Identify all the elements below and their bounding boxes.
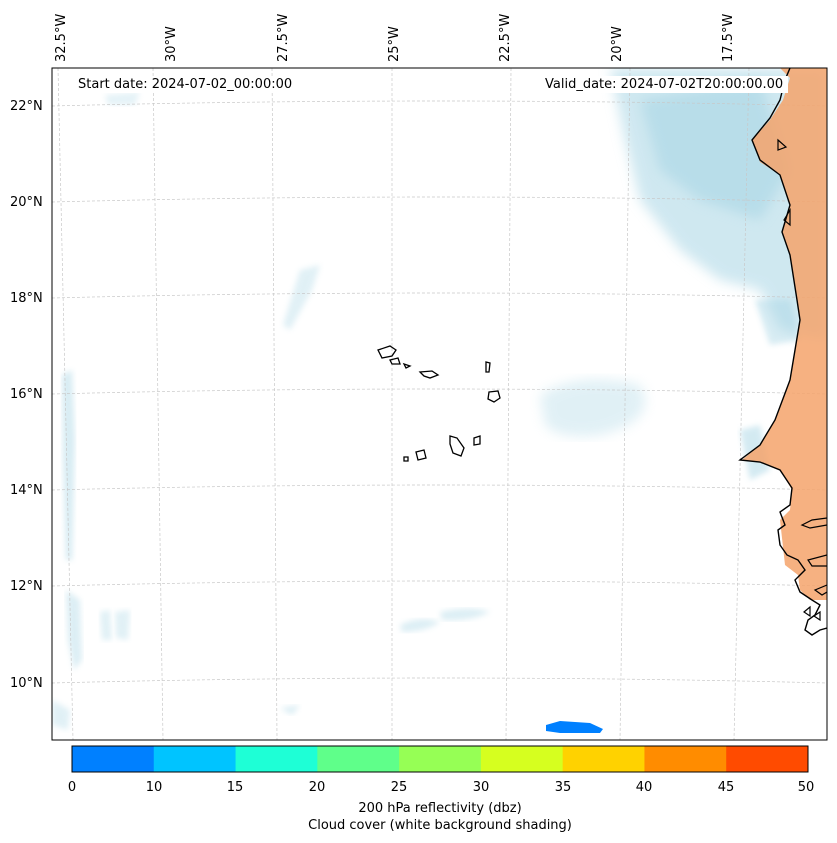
meridian-line — [271, 68, 278, 740]
lat-label-18n: 18°N — [10, 291, 43, 306]
african-coast-land — [742, 68, 827, 600]
lon-label-20w: 20°W — [610, 26, 625, 62]
colorbar-tick: 30 — [472, 780, 490, 795]
cape-verde-islands — [377, 345, 501, 462]
lon-label-25w: 25°W — [387, 26, 402, 62]
colorbar-segment — [644, 746, 727, 772]
parallel-line — [52, 580, 827, 587]
parallel-line — [52, 100, 827, 107]
colorbar-tick: 25 — [390, 780, 408, 795]
lon-label-22-5w: 22.5°W — [498, 13, 513, 62]
lon-label-30w: 30°W — [164, 26, 179, 62]
colorbar-tick: 50 — [797, 780, 815, 795]
lat-label-20n: 20°N — [10, 195, 43, 210]
colorbar-segment — [72, 746, 155, 772]
lon-label-32-5w: 32.5°W — [54, 13, 69, 62]
lat-label-16n: 16°N — [10, 387, 43, 402]
lon-label-27-5w: 27.5°W — [276, 13, 291, 62]
valid-date-label: Valid_date: 2024-07-02T20:00:00.00 — [540, 76, 789, 93]
meridian-line — [152, 68, 164, 740]
cloud-cover-shading — [52, 68, 827, 730]
parallel-line — [52, 388, 827, 395]
colorbar-tick: 20 — [308, 780, 326, 795]
parallel-line — [52, 484, 827, 491]
lat-label-22n: 22°N — [10, 99, 43, 114]
map-frame — [51, 67, 828, 741]
colorbar-sublabel: Cloud cover (white background shading) — [308, 818, 572, 833]
colorbar — [72, 746, 809, 772]
colorbar-segment — [235, 746, 318, 772]
coastline — [738, 68, 827, 636]
lat-label-10n: 10°N — [10, 676, 43, 691]
start-date-label: Start date: 2024-07-02_00:00:00 — [73, 76, 298, 93]
colorbar-tick: 40 — [635, 780, 653, 795]
lat-lon-grid — [52, 68, 827, 740]
parallel-line — [52, 196, 827, 203]
colorbar-tick: 35 — [554, 780, 572, 795]
colorbar-segment — [317, 746, 400, 772]
lon-label-17-5w: 17.5°W — [721, 13, 736, 62]
colorbar-label: 200 hPa reflectivity (dbz) — [358, 801, 522, 816]
meridian-line — [733, 68, 750, 740]
colorbar-segment — [726, 746, 809, 772]
meridian-line — [57, 68, 74, 740]
meridian-line — [619, 68, 631, 740]
colorbar-tick: 15 — [226, 780, 244, 795]
reflectivity-patch — [546, 721, 603, 733]
meridian-line — [505, 68, 512, 740]
colorbar-segment — [562, 746, 645, 772]
parallel-line — [52, 677, 827, 684]
colorbar-tick: 0 — [67, 780, 77, 795]
parallel-line — [52, 292, 827, 299]
lat-label-14n: 14°N — [10, 483, 43, 498]
lat-label-12n: 12°N — [10, 579, 43, 594]
colorbar-segment — [480, 746, 564, 772]
colorbar-segment — [399, 746, 482, 772]
colorbar-tick: 45 — [717, 780, 735, 795]
colorbar-tick: 10 — [145, 780, 163, 795]
colorbar-segment — [153, 746, 237, 772]
